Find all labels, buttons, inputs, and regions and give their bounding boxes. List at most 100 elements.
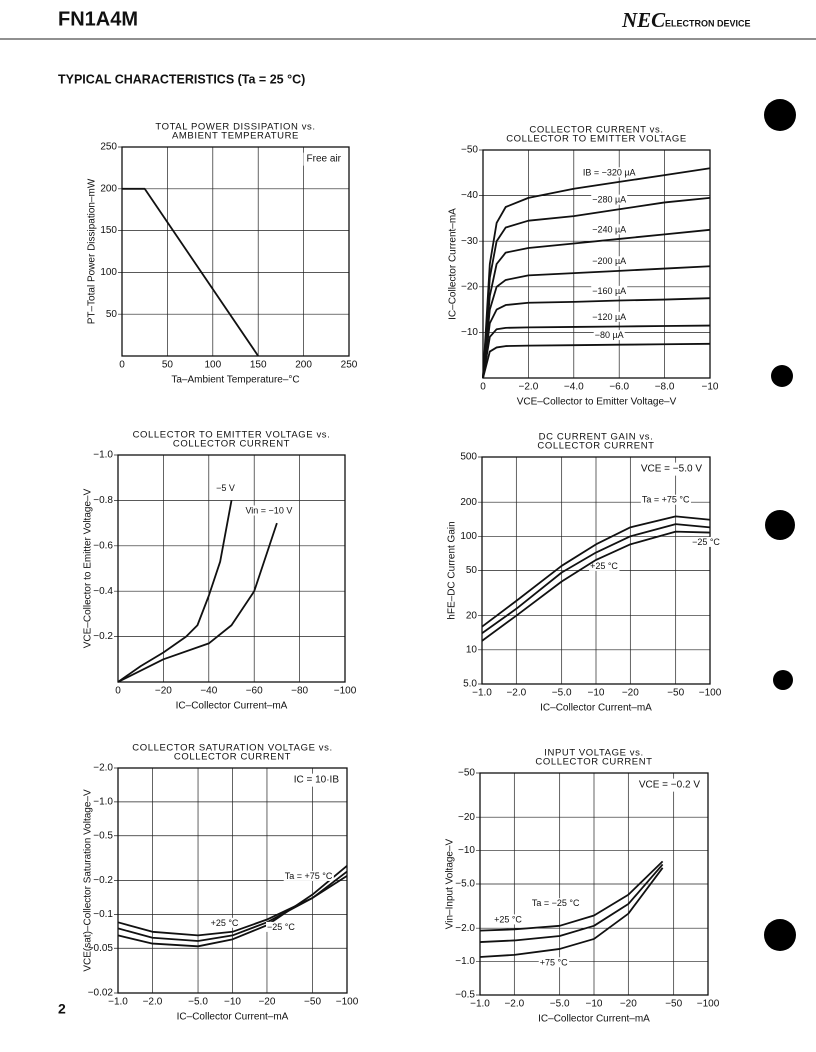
- y-tick-label: −2.0: [455, 923, 475, 934]
- page-number: 2: [58, 1001, 66, 1017]
- curve: [117, 500, 233, 683]
- section-title: TYPICAL CHARACTERISTICS (Ta = 25 °C): [58, 72, 305, 86]
- chart-title: COLLECTOR TO EMITTER VOLTAGE vs.: [133, 430, 331, 441]
- curve-label: −80 µA: [595, 330, 624, 340]
- x-tick-label: −1.0: [108, 997, 128, 1008]
- x-tick-label: 0: [480, 382, 486, 393]
- curve-label-bg: [591, 224, 628, 235]
- curve: [482, 297, 711, 379]
- curve: [117, 875, 348, 937]
- curve-label: Ta = +75 °C: [642, 495, 690, 505]
- y-tick-label: −0.05: [88, 943, 114, 954]
- y-tick-label: −0.1: [93, 909, 113, 920]
- chart-title: DC CURRENT GAIN vs.: [539, 432, 654, 443]
- x-tick-label: 0: [119, 360, 125, 371]
- curve-label: +25 °C: [494, 914, 522, 924]
- curve-label-bg: [215, 482, 236, 493]
- y-tick-label: 200: [460, 497, 477, 508]
- curve-label-bg: [591, 194, 628, 205]
- x-tick-label: −10: [586, 999, 603, 1010]
- y-tick-label: −0.02: [88, 988, 114, 999]
- y-tick-label: 500: [460, 452, 477, 463]
- x-tick-label: −60: [246, 686, 263, 697]
- x-tick-label: −50: [304, 997, 321, 1008]
- chart-title: COLLECTOR CURRENT: [537, 441, 654, 452]
- curve-label: Ta = +75 °C: [285, 871, 333, 881]
- y-tick-label: −1.0: [455, 956, 475, 967]
- y-tick-label: 200: [100, 183, 117, 194]
- chart-title: INPUT VOLTAGE vs.: [544, 748, 643, 759]
- curve-label-bg: [640, 494, 691, 505]
- y-tick-label: −0.4: [93, 586, 113, 597]
- curve-label-bg: [283, 870, 334, 881]
- y-tick-label: −1.0: [93, 797, 113, 808]
- y-tick-label: 10: [466, 644, 478, 655]
- x-tick-label: 250: [341, 360, 358, 371]
- y-tick-label: −5.0: [455, 879, 475, 890]
- x-tick-label: 0: [115, 686, 121, 697]
- curve: [122, 187, 259, 357]
- x-axis-label: IC–Collector Current–mA: [538, 1014, 650, 1025]
- x-tick-label: −2.0: [143, 997, 163, 1008]
- x-tick-label: −4.0: [564, 382, 584, 393]
- x-axis-label: VCE–Collector to Emitter Voltage–V: [517, 397, 677, 408]
- x-tick-label: −2.0: [504, 999, 524, 1010]
- annotation: Free air: [307, 154, 342, 165]
- chart-title: COLLECTOR TO EMITTER VOLTAGE: [506, 134, 687, 145]
- curve-label-bg: [593, 330, 625, 341]
- curve: [479, 863, 664, 943]
- y-tick-label: −10: [458, 845, 475, 856]
- x-tick-label: −80: [291, 686, 308, 697]
- curve-label: IB = −320 µA: [583, 167, 636, 177]
- x-tick-label: −100: [699, 688, 722, 699]
- chart: COLLECTOR SATURATION VOLTAGE vs.COLLECTO…: [83, 743, 359, 1023]
- curve-label-bg: [581, 167, 637, 178]
- y-tick-label: −10: [461, 327, 478, 338]
- curve: [482, 342, 711, 379]
- curve-label: +25 °C: [590, 561, 618, 571]
- chart-title: COLLECTOR CURRENT: [535, 757, 652, 768]
- y-tick-label: −0.6: [93, 540, 113, 551]
- curve-label-bg: [591, 285, 628, 296]
- division: ELECTRON DEVICE: [665, 18, 751, 28]
- plot-frame: [117, 767, 348, 994]
- chart-title: COLLECTOR SATURATION VOLTAGE vs.: [132, 743, 332, 754]
- curve-label-bg: [691, 536, 722, 547]
- curve-label-bg: [591, 311, 628, 322]
- plot-frame: [117, 454, 346, 683]
- part-number: FN1A4M: [58, 8, 138, 30]
- curve: [482, 167, 711, 379]
- curve-label: −25 °C: [692, 537, 720, 547]
- x-tick-label: −5.0: [550, 999, 570, 1010]
- curve: [482, 228, 711, 379]
- x-tick-label: −5.0: [188, 997, 208, 1008]
- y-axis-label: VCE(sat)–Collector Saturation Voltage–V: [83, 789, 94, 972]
- chart: INPUT VOLTAGE vs.COLLECTOR CURRENT −1.0 −2…: [445, 748, 720, 1025]
- y-tick-label: −30: [461, 236, 478, 247]
- brand: NEC: [621, 8, 666, 32]
- curve: [479, 860, 664, 932]
- plot-frame: [121, 146, 350, 357]
- x-tick-label: −1.0: [470, 999, 490, 1010]
- y-tick-label: 50: [466, 565, 478, 576]
- curve-label-bg: [538, 957, 570, 968]
- plot-frame: [481, 456, 711, 685]
- curve: [479, 867, 664, 958]
- x-axis-label: Ta–Ambient Temperature–°C: [171, 375, 299, 386]
- y-tick-label: 150: [100, 225, 117, 236]
- y-axis-label: PT–Total Power Dissipation–mW: [87, 178, 98, 324]
- y-tick-label: −50: [458, 768, 475, 779]
- y-tick-label: 5.0: [463, 679, 477, 690]
- x-tick-label: −6.0: [609, 382, 629, 393]
- x-tick-label: 150: [250, 360, 267, 371]
- x-axis-label: IC–Collector Current–mA: [176, 701, 288, 712]
- x-tick-label: 200: [295, 360, 312, 371]
- x-tick-label: −5.0: [552, 688, 572, 699]
- curve-label-bg: [530, 898, 581, 909]
- y-tick-label: −0.2: [93, 631, 113, 642]
- y-axis-label: IC–Collector Current–mA: [448, 208, 459, 320]
- annotation: VCE = −5.0 V: [641, 464, 702, 475]
- x-tick-label: −20: [258, 997, 275, 1008]
- plot-frame: [479, 772, 709, 996]
- chart-title: TOTAL POWER DISSIPATION vs.: [155, 122, 315, 133]
